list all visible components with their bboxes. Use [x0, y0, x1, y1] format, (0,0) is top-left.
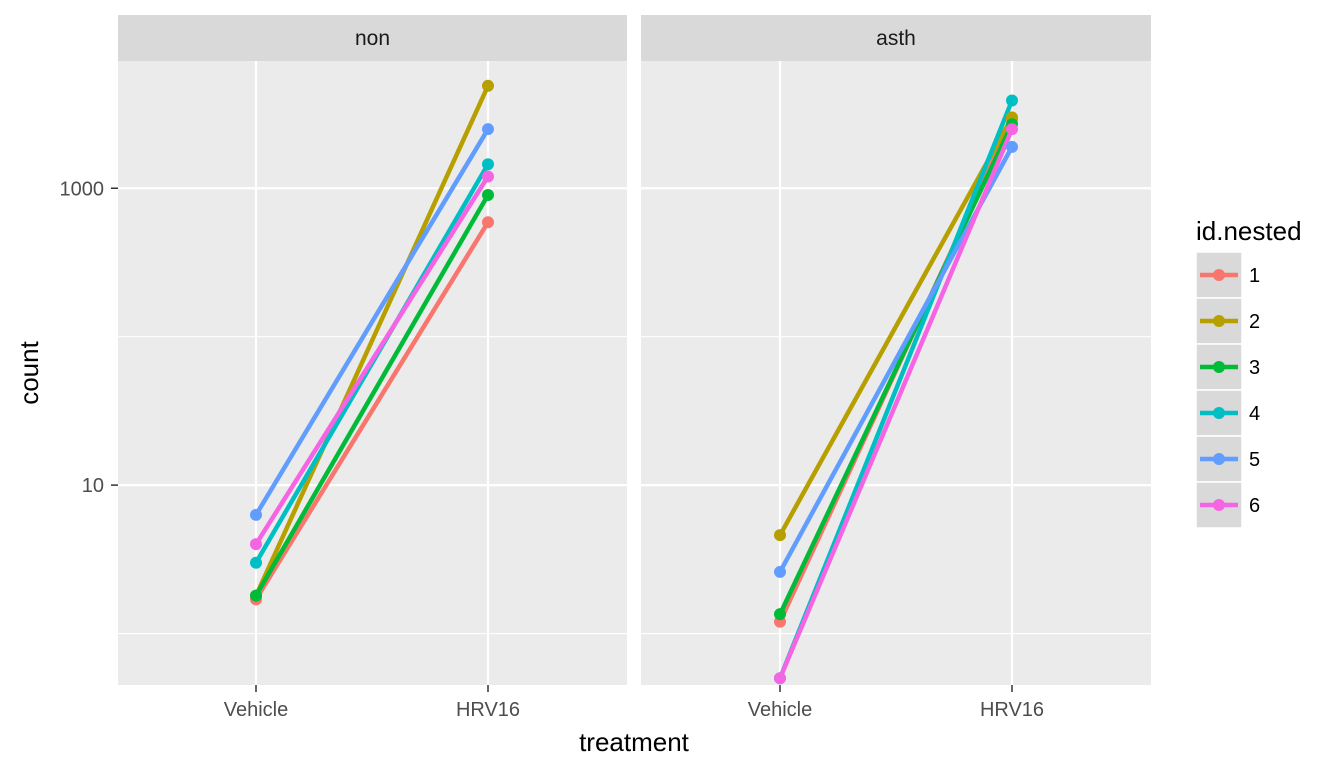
data-point-non-6-Vehicle: [250, 538, 262, 551]
legend-items: 1 2 3 4 5 6: [1195, 251, 1260, 529]
data-point-non-5-Vehicle: [250, 508, 262, 521]
series-line-non-2: [253, 84, 491, 597]
x-tick-label: Vehicle: [224, 699, 289, 721]
strip-label-non: non: [355, 27, 390, 50]
legend-item-4: 4: [1195, 389, 1260, 437]
legend-label: 5: [1249, 449, 1260, 471]
data-point-non-6-HRV16: [482, 170, 494, 183]
series-line-non-3: [254, 193, 490, 597]
series-line-asth-2: [778, 116, 1014, 537]
series-lines-asth: [777, 99, 1015, 680]
series-points-non: [250, 79, 494, 606]
data-point-asth-3-Vehicle: [774, 608, 786, 621]
series-line-non-1: [254, 221, 490, 601]
legend-item-5: 5: [1195, 435, 1260, 483]
data-point-asth-2-Vehicle: [774, 529, 786, 542]
series-line-non-5: [254, 128, 490, 517]
legend-key-point: [1213, 315, 1225, 327]
panel-asth: asth: [641, 15, 1151, 685]
series-line-non-6: [254, 175, 490, 546]
legend-title: id.nested: [1196, 216, 1302, 246]
data-point-non-4-Vehicle: [250, 556, 262, 569]
x-axis: Vehicle HRV16 Vehicle HRV16: [224, 685, 1044, 721]
panel-non: non: [118, 15, 627, 685]
series-lines-non: [253, 84, 491, 601]
legend-key-point: [1213, 499, 1225, 511]
data-point-non-3-Vehicle: [250, 589, 262, 602]
y-tick-label: 10: [82, 475, 104, 497]
legend-item-2: 2: [1195, 297, 1260, 345]
data-point-non-5-HRV16: [482, 123, 494, 136]
panel-background-non: [118, 61, 627, 685]
gridlines-asth: [641, 61, 1151, 685]
legend-label: 4: [1249, 403, 1260, 425]
strip-background-non: [118, 15, 627, 61]
y-axis-title: count: [14, 340, 44, 404]
data-point-asth-4-HRV16: [1006, 94, 1018, 107]
data-point-asth-5-HRV16: [1006, 140, 1018, 153]
data-point-non-3-HRV16: [482, 189, 494, 202]
strip-background-asth: [641, 15, 1151, 61]
legend-label: 2: [1249, 311, 1260, 333]
data-point-asth-5-Vehicle: [774, 565, 786, 578]
series-line-asth-6: [777, 128, 1015, 680]
legend-key-point: [1213, 269, 1225, 281]
series-line-asth-3: [777, 123, 1015, 616]
data-point-non-2-HRV16: [482, 79, 494, 92]
legend-label: 1: [1249, 265, 1260, 287]
y-tick-label: 1000: [60, 178, 105, 200]
legend-key-point: [1213, 453, 1225, 465]
x-tick-label: HRV16: [980, 699, 1044, 721]
series-points-asth: [774, 94, 1018, 685]
y-axis: 10 1000: [60, 178, 118, 497]
data-point-asth-6-Vehicle: [774, 672, 786, 685]
data-point-asth-6-HRV16: [1006, 123, 1018, 136]
legend-item-6: 6: [1195, 481, 1260, 529]
strip-label-asth: asth: [876, 27, 916, 50]
legend-item-3: 3: [1195, 343, 1260, 391]
data-point-non-1-HRV16: [482, 216, 494, 229]
x-tick-label: HRV16: [456, 699, 520, 721]
legend-label: 6: [1249, 495, 1260, 517]
legend: id.nested 1 2 3 4 5 6: [1195, 216, 1302, 529]
x-tick-label: Vehicle: [748, 699, 813, 721]
legend-key-point: [1213, 361, 1225, 373]
legend-item-1: 1: [1195, 251, 1260, 299]
data-point-non-4-HRV16: [482, 158, 494, 171]
legend-label: 3: [1249, 357, 1260, 379]
x-axis-title: treatment: [579, 727, 690, 757]
legend-key-point: [1213, 407, 1225, 419]
